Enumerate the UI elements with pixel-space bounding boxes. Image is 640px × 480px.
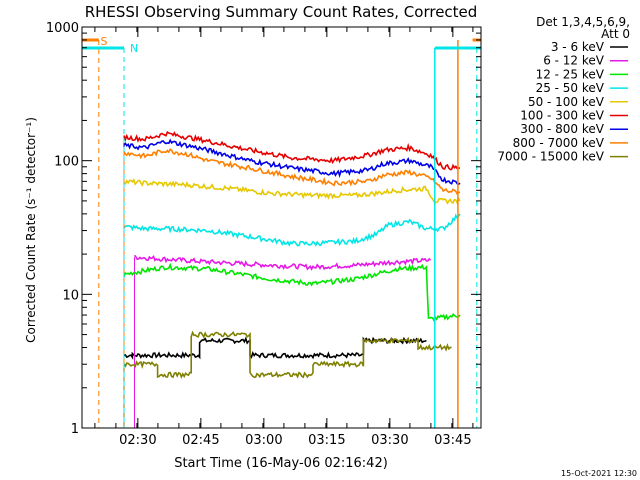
x-tick-label: 03:30 [371, 433, 408, 448]
y-tick-label: 1000 [46, 21, 79, 36]
x-tick-label: 03:15 [308, 433, 345, 448]
x-axis-label: Start Time (16-May-06 02:16:42) [174, 456, 388, 471]
series-line [123, 262, 461, 323]
series-line [123, 130, 461, 171]
y-tick-label: 100 [54, 155, 79, 170]
legend-entry-label: 3 - 6 keV [551, 40, 605, 54]
x-tick-label: 02:45 [182, 433, 219, 448]
footer-timestamp: 15-Oct-2021 12:30 [561, 469, 637, 478]
night-flag-label: N [130, 42, 138, 55]
series-6-12-kev [133, 254, 432, 428]
series-line [123, 178, 461, 205]
legend-entry-label: 12 - 25 keV [536, 67, 605, 81]
y-tick-label: 1 [71, 422, 79, 437]
legend-header-line-2: Att 0 [601, 27, 630, 41]
saa-flag-label: S [101, 35, 108, 48]
series-line [123, 213, 461, 247]
legend-header-line-1: Det 1,3,4,5,6,9, [536, 15, 630, 29]
legend-entry-label: 300 - 800 keV [520, 122, 604, 136]
legend-entry-label: 50 - 100 keV [528, 95, 605, 109]
legend-entry-label: 6 - 12 keV [543, 54, 605, 68]
series-line [123, 330, 452, 379]
x-tick-label: 03:00 [245, 433, 282, 448]
legend-entry-label: 25 - 50 keV [536, 81, 605, 95]
legend-entry-label: 100 - 300 keV [520, 109, 604, 123]
chart-title: RHESSI Observing Summary Count Rates, Co… [85, 3, 478, 21]
x-tick-label: 03:45 [434, 433, 471, 448]
legend-entry-label: 7000 - 15000 keV [497, 150, 604, 164]
plot-frame [81, 26, 482, 429]
x-tick-label: 02:30 [119, 433, 156, 448]
series-line [133, 254, 432, 271]
series-line [123, 138, 461, 186]
y-tick-label: 10 [62, 288, 79, 303]
series-line [123, 148, 461, 196]
axis-layer: 1 10 100 1000 02:30 02:45 03:00 03:15 03:30 03:45 [46, 21, 481, 448]
legend-entry-label: 800 - 7000 keV [513, 136, 605, 150]
y-axis-label: Corrected Count Rate (s⁻¹ detector⁻¹) [24, 117, 38, 343]
